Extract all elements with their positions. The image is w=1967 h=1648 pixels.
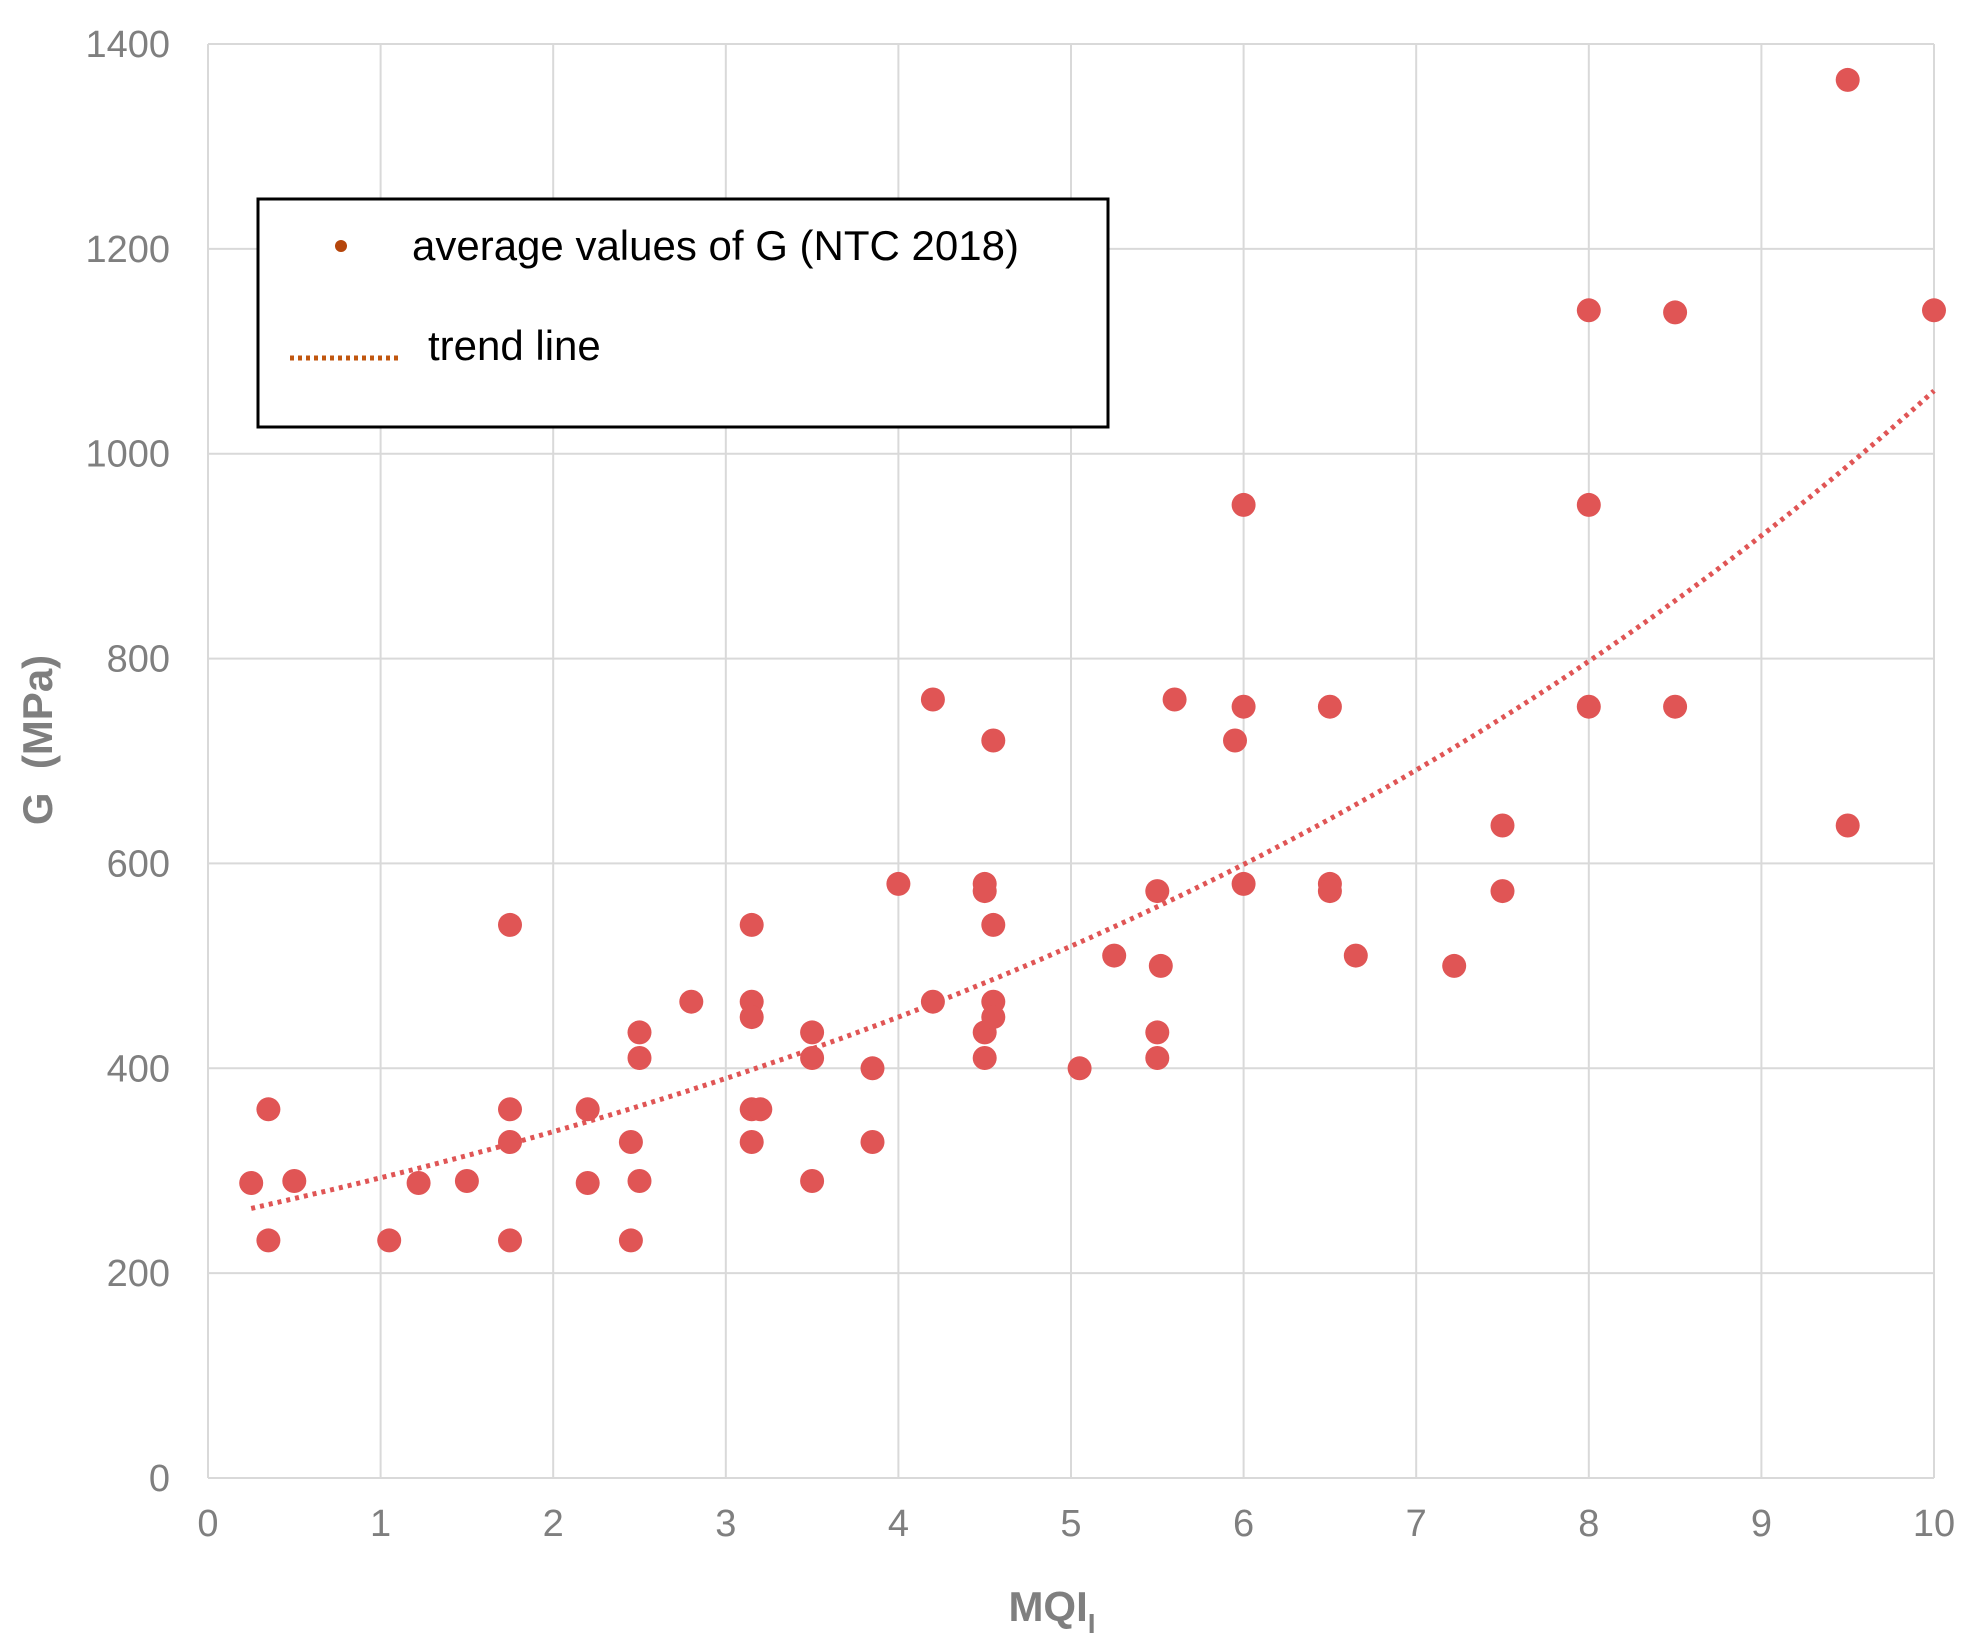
- y-tick-label: 1000: [85, 434, 170, 476]
- y-tick-label: 800: [107, 639, 170, 681]
- data-point: [972, 1046, 997, 1070]
- x-tick-label: 5: [1060, 1503, 1081, 1545]
- data-points: [239, 67, 1946, 1253]
- data-point: [498, 912, 522, 937]
- data-point: [1663, 694, 1688, 719]
- x-axis-title: MQII: [1008, 1583, 1095, 1639]
- data-point: [627, 1169, 652, 1193]
- data-point: [1490, 879, 1515, 904]
- data-point: [239, 1171, 264, 1195]
- data-point: [618, 1228, 643, 1253]
- data-point: [618, 1130, 643, 1154]
- data-point: [1145, 879, 1170, 904]
- data-point: [575, 1171, 600, 1195]
- trend-line-path: [250, 388, 1936, 1211]
- data-point: [800, 1046, 825, 1070]
- x-tick-label: 3: [715, 1503, 736, 1545]
- legend-label-trend: trend line: [428, 322, 601, 369]
- data-point: [1102, 943, 1127, 968]
- data-point: [256, 1228, 281, 1253]
- data-point: [1490, 813, 1515, 838]
- data-point: [406, 1171, 431, 1195]
- data-point: [1835, 813, 1860, 838]
- data-point: [1317, 879, 1342, 904]
- x-tick-label: 7: [1406, 1503, 1427, 1545]
- y-tick-label: 1400: [85, 24, 170, 66]
- data-point: [256, 1097, 281, 1122]
- data-point: [1148, 953, 1173, 978]
- data-point: [748, 1097, 773, 1122]
- data-point: [920, 989, 945, 1014]
- data-point: [1317, 694, 1342, 719]
- data-point: [1922, 298, 1946, 323]
- x-tick-label: 1: [370, 1503, 391, 1545]
- data-point: [972, 879, 997, 904]
- data-point: [860, 1130, 885, 1154]
- data-point: [860, 1056, 885, 1081]
- data-point: [1145, 1046, 1170, 1070]
- data-point: [498, 1097, 522, 1122]
- trend-line: [250, 388, 1936, 1211]
- tick-labels: 0 1 2 3 4 5 6 7 8 9 10 0 200 400 600 800 1000 1200 1400: [85, 24, 1955, 1545]
- data-point: [1442, 953, 1467, 978]
- data-point: [1223, 728, 1247, 753]
- x-tick-label: 8: [1578, 1503, 1599, 1545]
- data-point: [1576, 298, 1601, 323]
- data-point: [679, 989, 704, 1014]
- data-point: [627, 1046, 652, 1070]
- data-point: [1231, 492, 1256, 517]
- data-point: [1231, 871, 1256, 896]
- data-point: [1343, 943, 1368, 968]
- data-point: [282, 1169, 307, 1193]
- legend-marker-points: [335, 240, 347, 252]
- y-tick-label: 1200: [85, 229, 170, 271]
- data-point: [1231, 694, 1256, 719]
- x-tick-label: 6: [1233, 1503, 1254, 1545]
- y-axis-title: G (MPa): [14, 655, 61, 825]
- data-point: [739, 1005, 764, 1030]
- data-point: [981, 1005, 1006, 1030]
- x-axis-title-subscript: I: [1088, 1608, 1096, 1639]
- legend-box: [256, 197, 1110, 429]
- y-tick-label: 200: [107, 1253, 170, 1295]
- x-tick-label: 10: [1913, 1503, 1955, 1545]
- data-point: [886, 871, 911, 896]
- y-tick-label: 0: [149, 1458, 170, 1500]
- y-tick-label: 400: [107, 1048, 170, 1090]
- data-point: [739, 1130, 764, 1154]
- data-point: [1835, 67, 1860, 92]
- data-point: [1067, 1056, 1092, 1081]
- data-point: [1145, 1020, 1170, 1045]
- y-tick-label: 600: [107, 843, 170, 885]
- x-tick-label: 9: [1751, 1503, 1772, 1545]
- data-point: [575, 1097, 600, 1122]
- data-point: [454, 1169, 479, 1193]
- data-point: [920, 687, 945, 712]
- data-point: [981, 728, 1006, 753]
- data-point: [627, 1020, 652, 1045]
- data-point: [739, 912, 764, 937]
- legend: average values of G (NTC 2018) trend lin…: [256, 197, 1110, 429]
- x-axis-title-main: MQI: [1008, 1583, 1087, 1630]
- data-point: [800, 1020, 825, 1045]
- data-point: [1663, 300, 1688, 325]
- data-point: [1576, 492, 1601, 517]
- data-point: [800, 1169, 825, 1193]
- data-point: [1576, 694, 1601, 719]
- data-point: [981, 912, 1006, 937]
- data-point: [1162, 687, 1187, 712]
- data-point: [498, 1130, 522, 1154]
- legend-label-points: average values of G (NTC 2018): [412, 222, 1019, 269]
- x-tick-label: 4: [888, 1503, 909, 1545]
- x-tick-label: 2: [543, 1503, 564, 1545]
- data-point: [377, 1228, 402, 1253]
- data-point: [498, 1228, 522, 1253]
- x-tick-label: 0: [197, 1503, 218, 1545]
